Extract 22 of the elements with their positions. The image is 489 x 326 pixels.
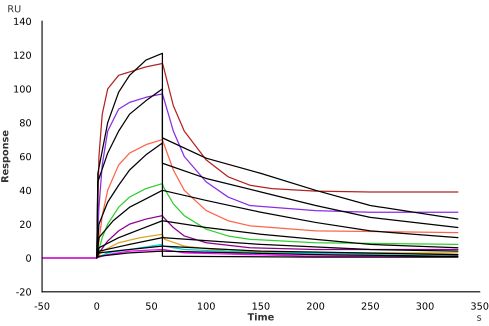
x-tick-label: 350	[471, 302, 488, 310]
y-tick-label: 80	[20, 119, 31, 126]
y-tick-label: 140	[14, 18, 31, 26]
y-tick-label: 60	[20, 152, 31, 160]
text: RU	[8, 5, 20, 12]
x-axis-title: Time	[248, 312, 274, 321]
y-axis-title: Response	[1, 130, 10, 182]
y-tick-label: 20	[20, 220, 31, 228]
y-tick-label: 100	[14, 85, 31, 93]
x-tick-label: 150	[252, 302, 270, 310]
x-tick-label: -50	[34, 302, 50, 310]
text: s	[477, 315, 482, 321]
x-tick-label: 50	[146, 302, 158, 310]
y-tick-label: 0	[26, 254, 31, 262]
x-tick-label: 0	[94, 302, 100, 310]
x-tick-label: 250	[362, 302, 379, 310]
y-tick-label: 40	[20, 186, 31, 194]
x-tick-label: 200	[307, 302, 324, 310]
x-tick-label: 100	[198, 302, 215, 310]
x-tick-label: 300	[416, 302, 434, 310]
y-tick-label: -20	[16, 288, 31, 296]
y-tick-label: 120	[14, 51, 31, 59]
